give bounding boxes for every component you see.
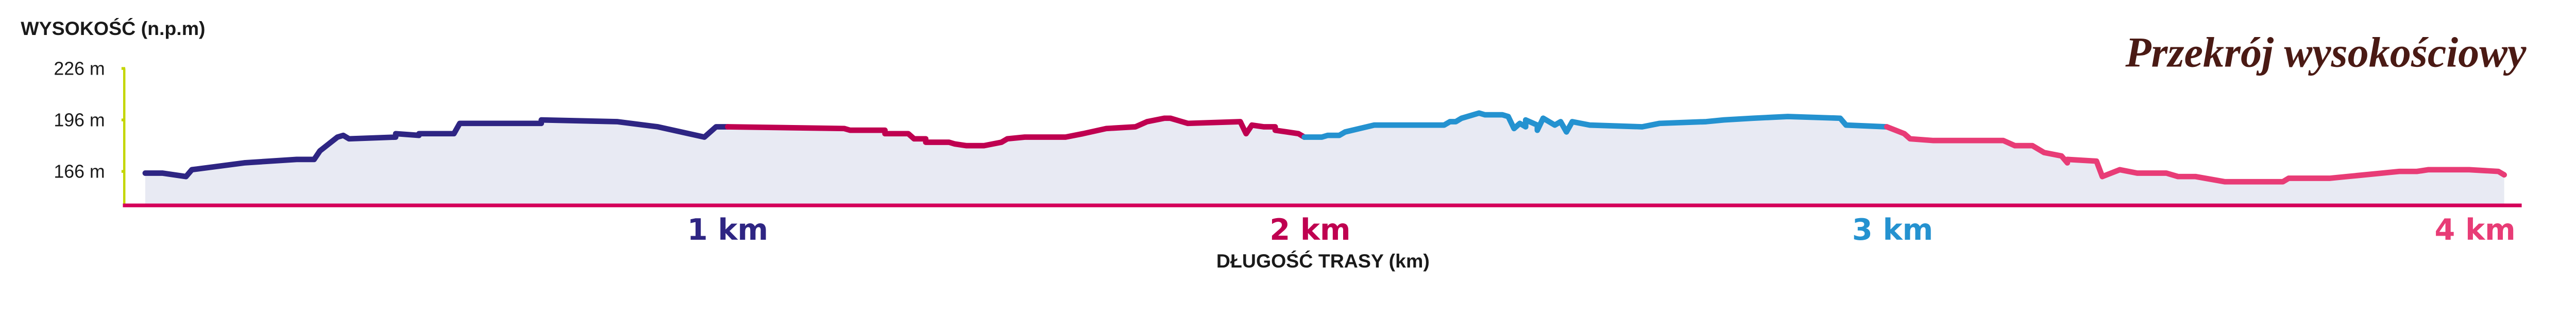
x-axis-title: DŁUGOŚĆ TRASY (km) <box>1216 250 1430 272</box>
x-tick-label: 4 km <box>2434 213 2515 247</box>
y-axis-title: WYSOKOŚĆ (n.p.m) <box>21 17 205 39</box>
y-ticks: 226 m 196 m 166 m <box>54 59 125 182</box>
elevation-profile-chart: WYSOKOŚĆ (n.p.m) Przekrój wysokościowy 2… <box>21 17 2527 272</box>
y-tick-label: 166 m <box>54 162 105 182</box>
area-fill-shape <box>145 113 2504 204</box>
chart-title: Przekrój wysokościowy <box>2125 29 2527 76</box>
profile-segment-3 <box>1301 110 1890 140</box>
x-tick-label: 3 km <box>1852 213 1933 247</box>
x-ticks: 1 km 2 km 3 km 4 km <box>687 213 2516 247</box>
profile-segment-1 <box>142 117 731 180</box>
x-tick-label: 2 km <box>1269 213 1350 247</box>
profile-segment-2 <box>725 115 1308 149</box>
x-tick-label: 1 km <box>687 213 768 247</box>
profile-lines <box>142 110 2507 185</box>
profile-segment-4 <box>1884 124 2507 185</box>
y-tick-label: 196 m <box>54 110 105 131</box>
y-tick-label: 226 m <box>54 59 105 79</box>
area-fill <box>145 113 2504 204</box>
